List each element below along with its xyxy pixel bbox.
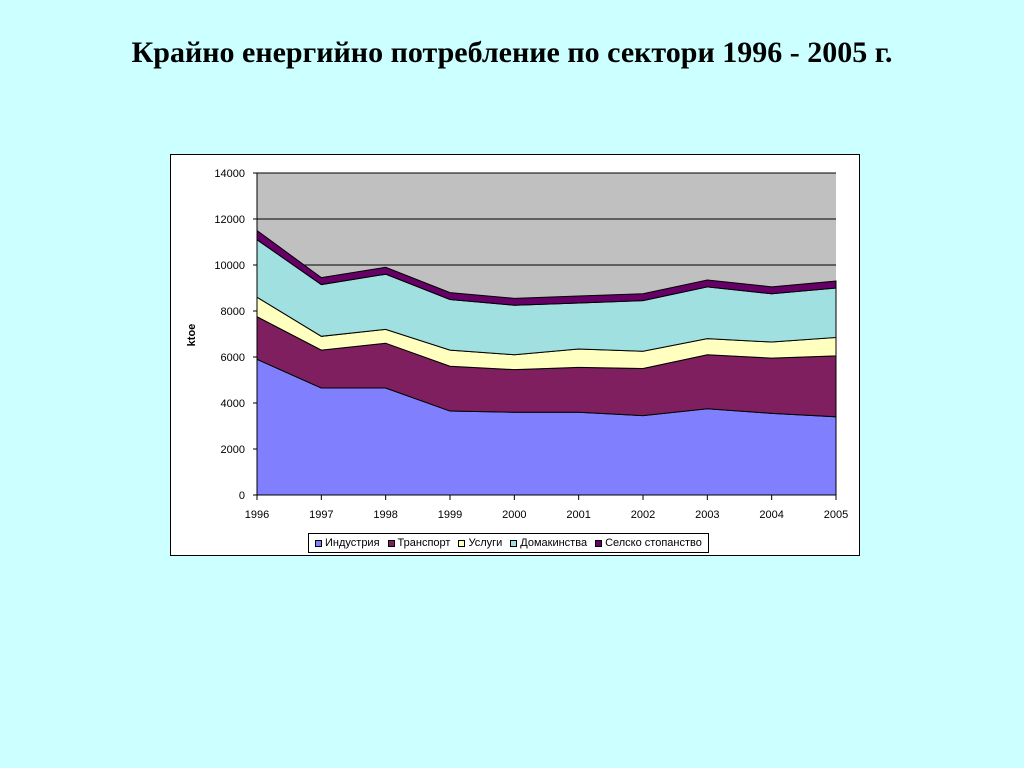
legend-item: Транспорт (387, 537, 451, 549)
legend-item: Услуги (458, 537, 502, 549)
legend-label: Транспорт (397, 537, 451, 549)
series-5-area (256, 229, 837, 306)
y-axis-title: ktoe (186, 324, 198, 347)
x-tick-label: 2004 (759, 509, 783, 521)
slide-title: Крайно енергийно потребление по сектори … (131, 36, 893, 69)
x-tick-label: 2000 (502, 509, 526, 521)
area-chart: 0 2000 4000 6000 8000 10000 12000 14000 1996 1997… (186, 168, 848, 521)
legend-item: Селско стопанство (595, 537, 702, 549)
y-tick-label: 6000 (221, 352, 245, 364)
x-tick-label: 1998 (373, 509, 397, 521)
legend-swatch (510, 539, 518, 547)
legend-item: Домакинства (510, 537, 587, 549)
x-tick-label: 1997 (309, 509, 333, 521)
x-tick-label: 2005 (824, 509, 848, 521)
legend-item: Индустрия (315, 537, 380, 549)
y-tick-label: 10000 (214, 260, 245, 272)
legend-label: Индустрия (325, 537, 380, 549)
x-tick-label: 1996 (245, 509, 269, 521)
legend-swatch (595, 539, 603, 547)
y-tick-label: 2000 (221, 444, 245, 456)
y-tick-label: 0 (239, 490, 245, 502)
x-tick-label: 2003 (695, 509, 719, 521)
x-tick-label: 2002 (631, 509, 655, 521)
x-tick-label: 2001 (566, 509, 590, 521)
legend-swatch (315, 539, 322, 547)
legend-label: Услуги (468, 537, 503, 549)
x-tick-label: 1999 (438, 509, 462, 521)
legend-label: Домакинства (520, 537, 588, 549)
y-tick-label: 8000 (221, 306, 245, 318)
y-tick-label: 12000 (214, 214, 245, 226)
chart-frame: 0 2000 4000 6000 8000 10000 12000 14000 1996 1997… (170, 154, 860, 556)
legend-swatch (458, 539, 466, 547)
chart-legend: Индустрия Транспорт Услуги Домакинства Селск… (308, 533, 709, 553)
legend-swatch (387, 539, 395, 547)
legend-label: Селско стопанство (605, 537, 702, 549)
y-tick-label: 4000 (221, 398, 245, 410)
y-tick-label: 14000 (214, 168, 245, 180)
